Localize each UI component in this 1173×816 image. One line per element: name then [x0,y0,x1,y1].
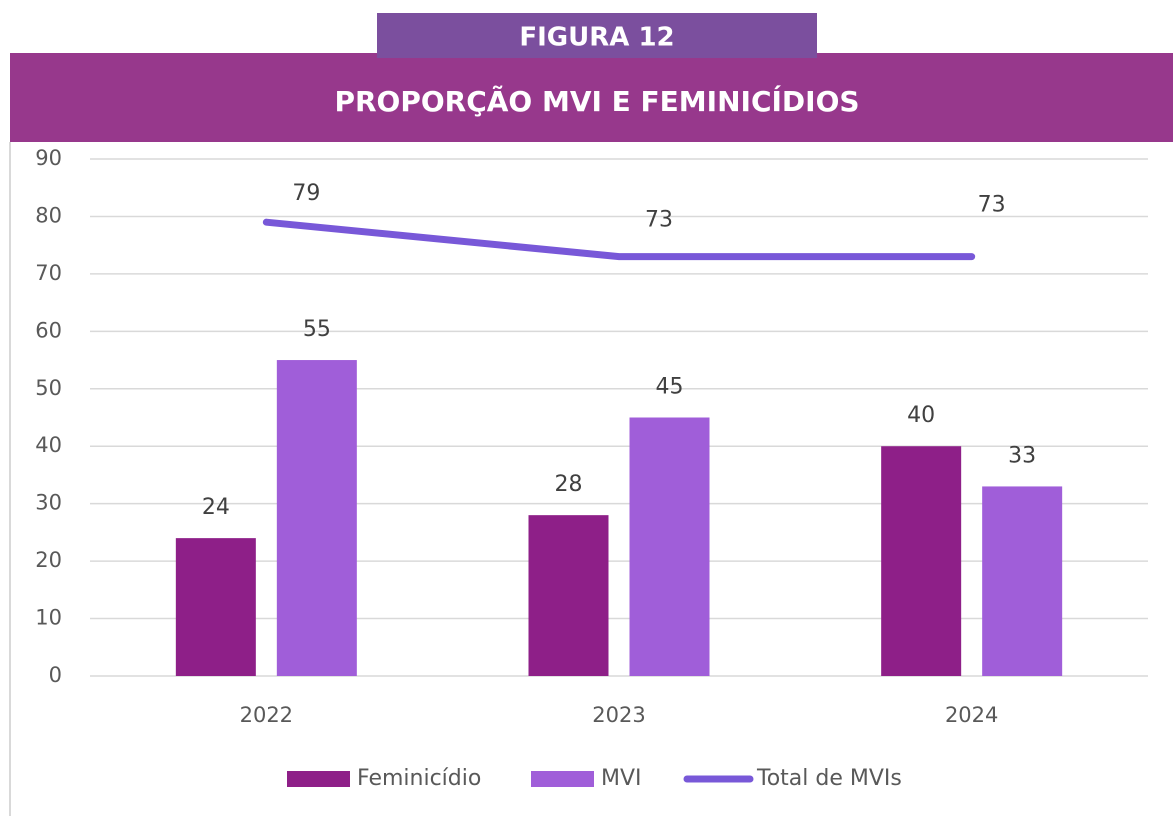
y-tick-label: 50 [35,376,62,400]
bar [528,515,609,676]
y-tick-label: 30 [35,491,62,515]
data-label: 40 [907,403,935,428]
data-label: 73 [978,193,1006,218]
bar [982,486,1063,676]
legend-label: Feminicídio [357,766,481,791]
data-label: 79 [292,181,320,206]
legend-label: MVI [601,766,642,791]
y-tick-label: 40 [35,433,62,457]
y-tick-label: 90 [35,146,62,170]
bar [881,446,962,676]
bar [629,417,710,676]
y-tick-label: 60 [35,318,62,342]
y-tick-label: 70 [35,261,62,285]
data-label: 73 [645,208,673,233]
legend-swatch [287,771,350,787]
x-tick-label: 2022 [240,703,293,727]
bar [276,360,357,676]
y-tick-label: 10 [35,606,62,630]
x-tick-label: 2023 [592,703,645,727]
data-label: 33 [1008,443,1036,468]
y-tick-label: 0 [49,663,62,687]
legend-swatch [531,771,594,787]
line [262,218,976,261]
figure-label-box [377,13,817,58]
chart-title: PROPORÇÃO MVI E FEMINICÍDIOS [334,84,859,118]
title-banner [10,53,1173,142]
figure-label: FIGURA 12 [519,23,674,53]
data-label: 28 [555,472,583,497]
y-tick-label: 80 [35,203,62,227]
data-label: 24 [202,495,230,520]
data-label: 45 [656,375,684,400]
bar [175,538,256,676]
x-tick-label: 2024 [945,703,998,727]
y-tick-label: 20 [35,548,62,572]
data-label: 55 [303,317,331,342]
legend-label: Total de MVIs [756,766,902,791]
